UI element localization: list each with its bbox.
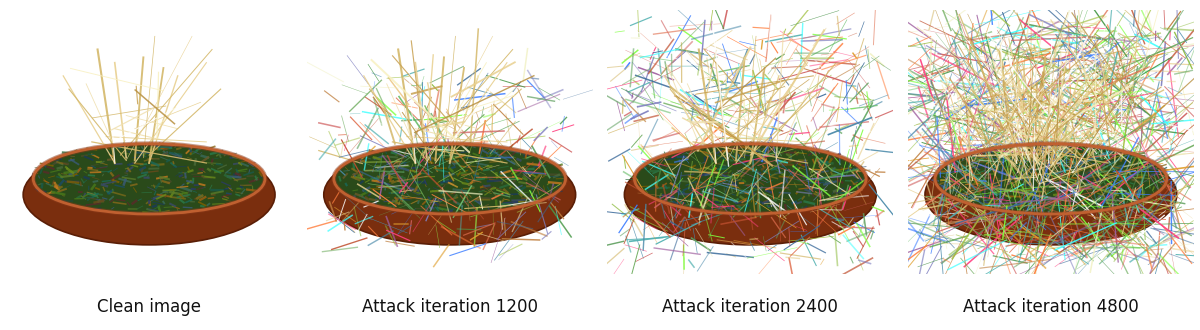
- Text: Attack iteration 2400: Attack iteration 2400: [662, 298, 839, 316]
- Text: Clean image: Clean image: [97, 298, 202, 316]
- Ellipse shape: [624, 145, 876, 245]
- Ellipse shape: [23, 145, 275, 245]
- Ellipse shape: [925, 145, 1177, 245]
- Ellipse shape: [935, 144, 1166, 214]
- Ellipse shape: [334, 144, 565, 214]
- Ellipse shape: [34, 144, 265, 214]
- Text: Attack iteration 4800: Attack iteration 4800: [964, 298, 1139, 316]
- Text: Attack iteration 1200: Attack iteration 1200: [361, 298, 538, 316]
- Ellipse shape: [635, 144, 866, 214]
- Ellipse shape: [324, 145, 576, 245]
